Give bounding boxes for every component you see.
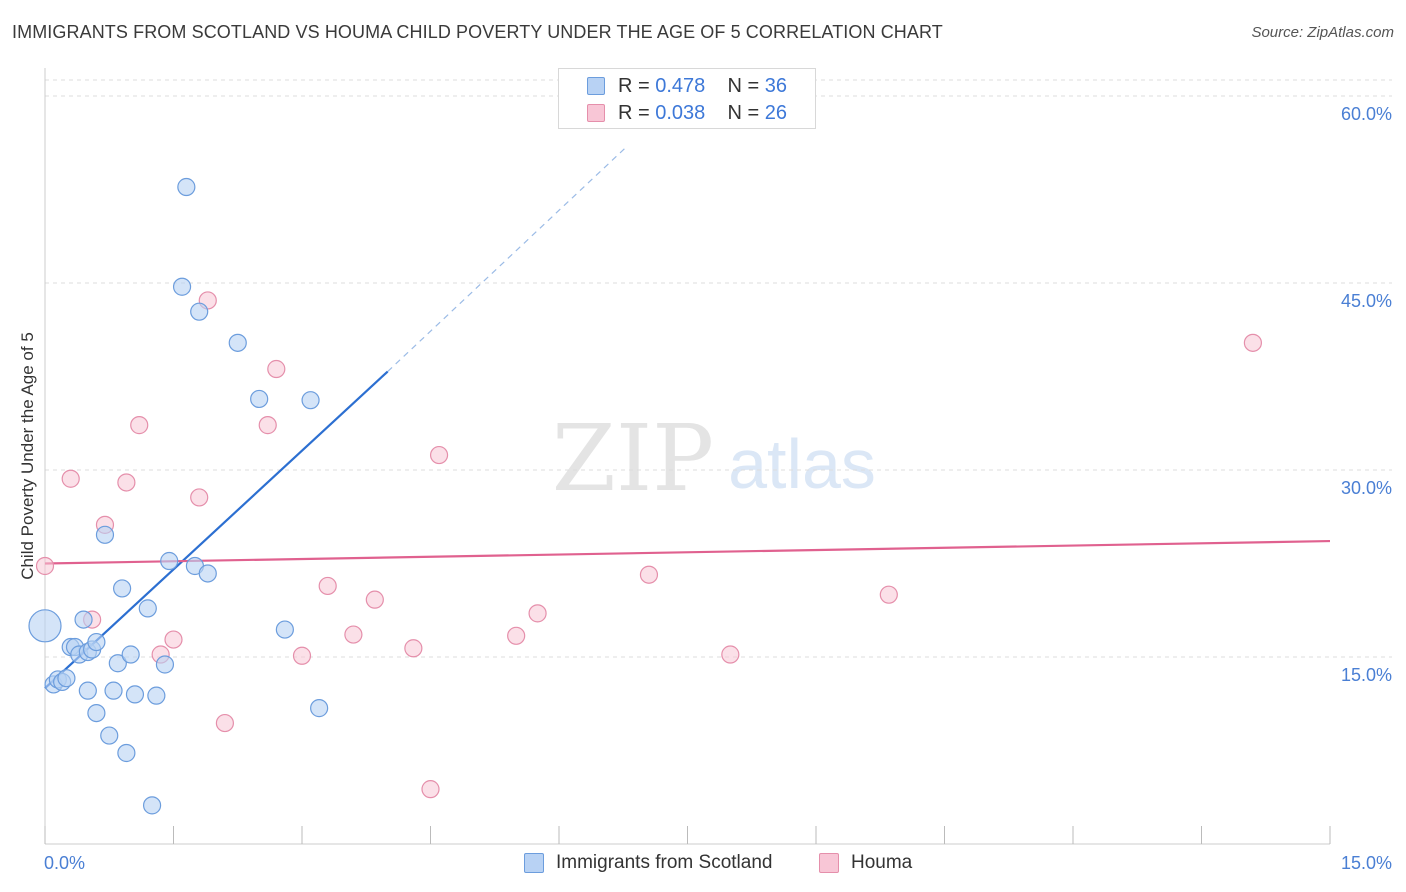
point-scotland xyxy=(198,564,217,583)
data-points xyxy=(28,177,1263,815)
legend-n-value: 26 xyxy=(764,102,788,124)
source-credit: Source: ZipAtlas.com xyxy=(1251,24,1394,41)
point-houma xyxy=(117,473,136,492)
y-axis-label: Child Poverty Under the Age of 5 xyxy=(18,332,37,580)
point-houma xyxy=(528,604,547,623)
point-houma xyxy=(258,416,277,435)
point-houma xyxy=(429,445,449,465)
watermark-zip: ZIP xyxy=(552,405,714,512)
point-scotland xyxy=(275,620,294,639)
point-houma xyxy=(421,780,440,799)
point-scotland xyxy=(138,599,157,618)
legend-r-value: 0.038 xyxy=(655,102,706,124)
point-scotland xyxy=(121,645,140,664)
x-tick-label: 0.0% xyxy=(44,853,85,873)
point-scotland xyxy=(125,685,145,704)
legend-n-value: 36 xyxy=(764,75,788,97)
point-scotland xyxy=(87,632,106,652)
y-tick-label: 15.0% xyxy=(1341,665,1392,685)
point-houma xyxy=(721,645,740,664)
point-houma xyxy=(61,469,80,488)
point-houma xyxy=(292,646,312,665)
point-houma xyxy=(35,556,55,576)
tick-labels: 15.0% 30.0% 45.0% 60.0% 0.0% 15.0% xyxy=(44,104,1392,873)
point-scotland xyxy=(310,699,329,718)
point-houma xyxy=(164,630,183,649)
point-houma xyxy=(215,713,234,733)
point-scotland xyxy=(104,681,123,700)
axes xyxy=(44,68,1331,845)
point-scotland xyxy=(100,726,119,745)
point-scotland xyxy=(250,389,269,409)
trend-line-houma xyxy=(44,539,1331,565)
watermark-atlas: atlas xyxy=(728,425,876,503)
bottom-legend-swatch-blue xyxy=(524,853,544,873)
point-scotland xyxy=(228,333,247,352)
point-houma xyxy=(1243,333,1263,352)
point-scotland xyxy=(95,525,115,544)
point-scotland xyxy=(117,743,136,763)
point-scotland xyxy=(190,302,209,321)
point-scotland xyxy=(172,277,192,296)
watermark: ZIP atlas xyxy=(552,405,876,512)
legend-r-label: R = xyxy=(618,75,656,97)
legend-n-label: N = xyxy=(727,75,765,97)
point-scotland xyxy=(112,579,132,598)
y-tick-label: 60.0% xyxy=(1341,104,1392,124)
point-houma xyxy=(879,585,898,604)
point-scotland xyxy=(301,391,320,410)
trend-line-scotland-extension xyxy=(387,145,628,372)
point-houma xyxy=(344,625,363,644)
y-tick-label: 45.0% xyxy=(1341,291,1392,311)
point-scotland xyxy=(78,681,97,700)
legend-r-value: 0.478 xyxy=(655,75,706,97)
point-houma xyxy=(639,565,659,584)
point-scotland xyxy=(74,610,93,629)
point-scotland xyxy=(147,686,166,705)
point-scotland xyxy=(57,669,76,688)
stats-legend: R = 0.478 N = 36 R = 0.038 N = 26 xyxy=(558,68,816,129)
point-scotland xyxy=(108,654,127,673)
y-tick-label: 30.0% xyxy=(1341,478,1392,498)
bottom-legend-label-scotland: Immigrants from Scotland xyxy=(556,852,773,873)
point-houma xyxy=(507,626,526,645)
point-scotland xyxy=(28,609,62,643)
point-scotland xyxy=(155,655,175,674)
legend-n-label: N = xyxy=(727,102,765,124)
bottom-legend-swatch-pink xyxy=(819,853,839,873)
point-houma xyxy=(190,488,209,507)
grid xyxy=(45,79,1392,658)
legend-swatch-pink xyxy=(587,104,605,122)
point-houma xyxy=(365,590,384,609)
legend-swatch-blue xyxy=(587,77,605,95)
point-scotland xyxy=(160,551,179,571)
x-tick-label: 15.0% xyxy=(1341,853,1392,873)
point-scotland xyxy=(87,703,106,723)
chart-title: IMMIGRANTS FROM SCOTLAND VS HOUMA CHILD … xyxy=(12,22,943,42)
point-houma xyxy=(130,416,149,435)
point-scotland xyxy=(177,177,196,197)
point-scotland xyxy=(142,796,162,815)
point-houma xyxy=(404,639,423,658)
point-houma xyxy=(318,576,337,596)
legend-r-label: R = xyxy=(618,102,656,124)
bottom-legend-label-houma: Houma xyxy=(851,852,913,873)
point-houma xyxy=(267,359,286,379)
